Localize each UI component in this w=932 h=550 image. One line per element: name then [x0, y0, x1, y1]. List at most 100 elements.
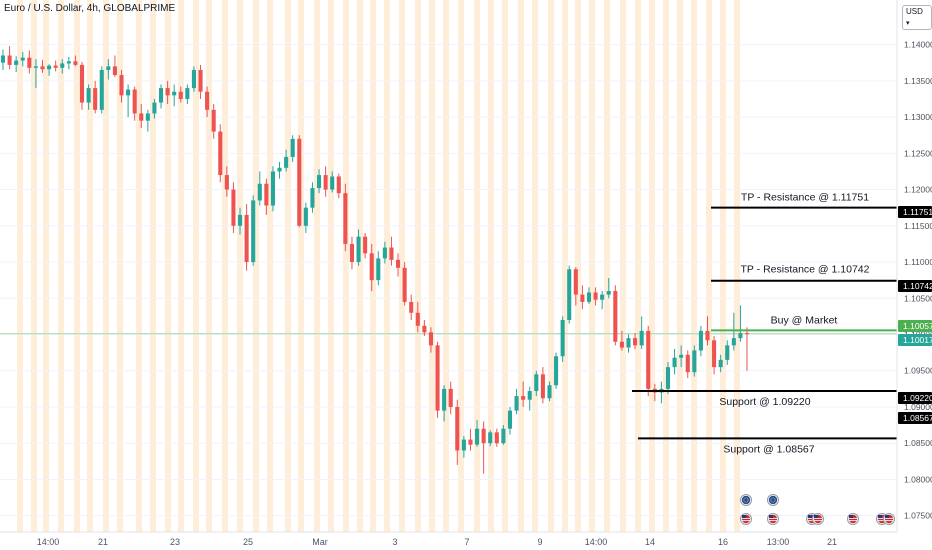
candle-body	[178, 91, 183, 99]
us-stripe	[885, 520, 893, 522]
candle-body	[481, 428, 486, 444]
candle-down	[705, 316, 710, 346]
tp-resistance-2[interactable]: TP - Resistance @ 1.11751	[711, 192, 897, 209]
candle-up	[547, 381, 552, 402]
time-tick-label: 9	[537, 537, 542, 547]
candle-body	[60, 63, 65, 68]
level-lines[interactable]: TP - Resistance @ 1.11751 TP - Resistance…	[632, 192, 897, 456]
candle-body	[718, 359, 723, 368]
candle-body	[554, 356, 559, 386]
candle-down	[297, 135, 302, 228]
session-bar	[677, 0, 683, 532]
candle-body	[586, 292, 592, 302]
candle-body	[86, 88, 91, 103]
session-bar	[649, 0, 655, 532]
currency-label: USD	[906, 7, 923, 16]
candle-down	[396, 253, 401, 277]
candle-body	[152, 102, 157, 114]
session-bar	[415, 0, 421, 532]
session-bar	[267, 0, 273, 532]
session-bar	[620, 0, 626, 532]
candle-up	[725, 340, 730, 365]
session-bar	[706, 0, 712, 532]
candle-down	[521, 381, 526, 407]
candle-up	[145, 109, 150, 132]
candle-body	[396, 259, 401, 268]
candle-body	[47, 65, 52, 70]
candle-body	[40, 66, 45, 70]
candle-body	[744, 333, 750, 335]
candle-body	[455, 406, 460, 451]
us-canton	[849, 515, 853, 518]
candle-body	[99, 69, 104, 110]
candle-body	[93, 88, 98, 110]
candle-down	[481, 421, 486, 474]
candle-down	[573, 267, 578, 306]
candle-body	[389, 247, 394, 260]
candle-down	[336, 173, 341, 199]
candle-up	[14, 56, 19, 73]
candle-down	[455, 399, 460, 465]
time-axis[interactable]: 14:00 21 23 25 Mar 3 7 9 14:00 14 16 13:00 21	[0, 531, 897, 547]
candle-up	[290, 135, 295, 163]
event-flag-9[interactable]	[883, 513, 895, 525]
tp-2-tag: 1.11751	[898, 206, 932, 218]
session-bar	[58, 0, 64, 532]
price-tick-label: 1.13500	[904, 76, 932, 86]
candle-down	[428, 327, 434, 353]
candle-down	[712, 335, 717, 375]
tp-resistance-2-label: TP - Resistance @ 1.11751	[741, 192, 869, 204]
eu-stars	[743, 497, 749, 503]
price-axis[interactable]: 1.14000 1.13500 1.13000 1.12500 1.12000 1.115…	[896, 0, 932, 532]
support-1[interactable]: Support @ 1.09220	[632, 390, 897, 408]
candle-body	[468, 439, 473, 445]
candle-down	[132, 86, 137, 121]
candle-body	[448, 388, 453, 407]
session-bar	[253, 0, 259, 532]
time-tick-label: 25	[243, 537, 253, 547]
us-stripe	[742, 520, 750, 522]
support-2[interactable]: Support @ 1.08567	[638, 437, 897, 455]
candle-body	[738, 333, 743, 339]
session-bar	[518, 0, 524, 532]
candle-up	[606, 277, 611, 299]
event-flag-4[interactable]	[767, 513, 779, 525]
economic-events[interactable]	[740, 494, 895, 525]
candle-down	[494, 428, 499, 447]
candle-body	[53, 65, 58, 68]
event-flag-2[interactable]	[740, 513, 752, 525]
candle-down	[165, 80, 170, 105]
tag-text: 1.10057	[903, 321, 932, 331]
tp-resistance-1[interactable]: TP - Resistance @ 1.10742	[711, 264, 897, 282]
price-tick-label: 1.08000	[904, 474, 932, 484]
event-flag-1[interactable]	[740, 494, 752, 506]
us-stripe	[885, 517, 893, 519]
session-bar	[222, 0, 228, 532]
candle-down	[119, 69, 124, 103]
candle-body	[79, 64, 85, 103]
candle-body	[211, 109, 216, 132]
candle-body	[126, 89, 131, 96]
tag-bg	[898, 334, 932, 346]
event-flag-3[interactable]	[767, 494, 779, 506]
tp-resistance-1-label: TP - Resistance @ 1.10742	[741, 264, 870, 276]
candle-body	[725, 345, 730, 360]
candle-body	[527, 391, 532, 400]
candle-up	[586, 287, 592, 305]
candle-up	[600, 291, 605, 310]
session-bar	[343, 0, 349, 532]
buy-level[interactable]: Buy @ Market	[711, 314, 897, 332]
candle-up	[66, 56, 71, 70]
candle-up	[567, 265, 572, 324]
candle-body	[343, 193, 348, 244]
time-tick-label: 21	[827, 537, 837, 547]
chevron-down-icon: ▾	[906, 20, 910, 27]
candle-up	[191, 66, 196, 92]
candle-up	[731, 312, 736, 351]
currency-button[interactable]: USD ▾	[902, 5, 932, 30]
event-flag-6[interactable]	[812, 513, 824, 525]
event-flag-7[interactable]	[847, 513, 859, 525]
session-bar	[548, 0, 554, 532]
